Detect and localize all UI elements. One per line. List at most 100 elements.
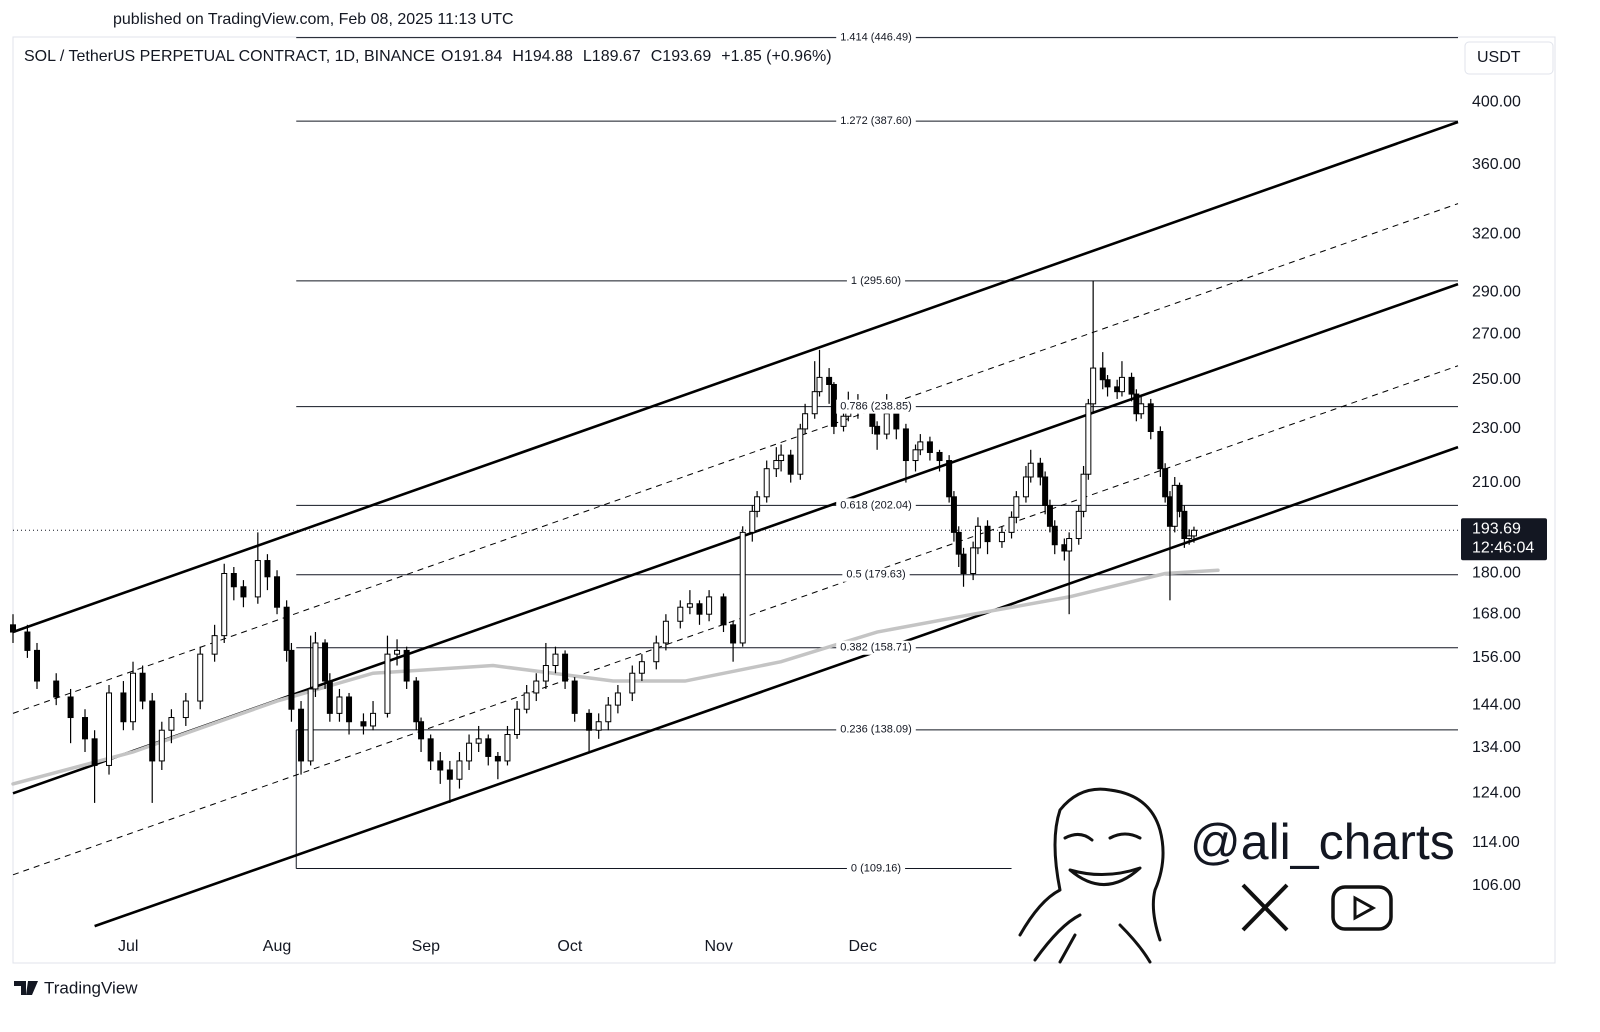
candle-body	[998, 531, 1005, 543]
fib-label: 0.618 (202.04)	[840, 499, 912, 511]
y-tick-label: 290.00	[1472, 283, 1521, 300]
candle-body	[1085, 403, 1092, 475]
candle-body	[1061, 544, 1068, 552]
candle-body	[158, 729, 165, 762]
frame	[12, 36, 1556, 964]
x-tick-label: Dec	[848, 938, 876, 955]
candle-body	[139, 672, 146, 702]
candle-body	[696, 603, 703, 615]
fib-label-bg	[846, 273, 906, 288]
candle-body	[1162, 468, 1169, 498]
candle-body	[773, 460, 780, 470]
candle-body	[370, 712, 377, 727]
candle-body	[754, 496, 761, 512]
candle-body	[149, 700, 156, 762]
candle-body	[504, 734, 511, 762]
candle-body	[984, 525, 991, 543]
candle-body	[902, 428, 909, 462]
candle-body	[816, 376, 823, 393]
candle-body	[811, 391, 818, 415]
fib-label: 1 (295.60)	[851, 275, 901, 287]
watermark: @ali_charts	[1190, 814, 1455, 870]
published-note: published on TradingView.com, Feb 08, 20…	[113, 11, 514, 28]
candle-body	[1051, 525, 1058, 546]
y-tick-label: 156.00	[1472, 649, 1521, 666]
candle-body	[322, 642, 329, 682]
candle-body	[970, 547, 977, 575]
candle-body	[456, 760, 463, 780]
candle-body	[1166, 496, 1173, 527]
candle-body	[595, 721, 602, 731]
candle-body	[1075, 510, 1082, 540]
y-tick-label: 106.00	[1472, 877, 1521, 894]
y-tick-label: 210.00	[1472, 474, 1521, 491]
candle-body	[360, 721, 367, 727]
candle-body	[427, 738, 434, 762]
candle-body	[1176, 484, 1183, 512]
y-tick-label: 250.00	[1472, 371, 1521, 388]
candle-body	[912, 449, 919, 462]
candle-body	[778, 454, 785, 462]
ohlc-legend: +1.85 (+0.96%)	[721, 48, 831, 65]
candle-body	[1186, 535, 1193, 540]
x-icon	[1241, 883, 1289, 932]
fib-label: 1.272 (387.60)	[840, 115, 912, 127]
candle-body	[230, 573, 237, 588]
y-tick-label: 360.00	[1472, 156, 1521, 173]
candle-body	[960, 553, 967, 575]
candle-body	[950, 496, 957, 533]
fib-label-bg	[836, 640, 916, 655]
candle-body	[749, 510, 756, 533]
y-tick-label: 134.00	[1472, 739, 1521, 756]
candle-body	[936, 451, 943, 462]
candle-body	[720, 596, 727, 626]
candle-body	[605, 704, 612, 723]
candle-body	[893, 413, 900, 430]
candle-body	[91, 738, 98, 766]
avatar-mouth	[1068, 866, 1142, 886]
candle-body	[307, 688, 314, 762]
fib-label: 0.236 (138.09)	[840, 724, 912, 736]
candle-body	[24, 631, 31, 651]
footer-brand: TradingView	[44, 978, 138, 997]
candle-body	[1114, 386, 1121, 393]
overlay: 1.414 (446.49) 1.272 (387.60) 1 (295.60) 0.…	[836, 30, 916, 876]
candle-body	[254, 560, 261, 598]
candle-body	[677, 606, 684, 622]
avatar-eyes	[1063, 832, 1142, 842]
x-tick-label: Oct	[557, 938, 582, 955]
y-tick-label: 144.00	[1472, 696, 1521, 713]
candle-body	[34, 649, 41, 682]
avatar	[1018, 787, 1165, 964]
candle-body	[384, 653, 391, 714]
candle-body	[614, 692, 621, 706]
candle-body	[763, 468, 770, 498]
fib-label-bg	[836, 722, 916, 737]
ohlc-legend: L189.67	[583, 48, 641, 65]
candle-body	[394, 649, 401, 655]
candle-body	[221, 573, 228, 637]
candle-body	[312, 642, 319, 690]
x-tick-label: Nov	[704, 938, 732, 955]
candle-body	[1008, 516, 1015, 533]
candle-body	[1066, 538, 1073, 552]
candle-body	[120, 692, 127, 723]
fib-label-bg	[836, 114, 916, 129]
candle-body	[1080, 473, 1087, 512]
fib-label-bg	[836, 498, 916, 513]
candle-body	[1013, 496, 1020, 518]
fib-label: 0 (109.16)	[851, 862, 901, 874]
candle-body	[1037, 462, 1044, 478]
currency-box	[1464, 41, 1554, 75]
candle-body	[197, 653, 204, 702]
candle-body	[494, 755, 501, 762]
candle-body	[82, 717, 89, 740]
candle-body	[840, 415, 847, 427]
last-price-label: 193.69	[1472, 520, 1521, 537]
candle-body	[413, 680, 420, 723]
candle-body	[274, 576, 281, 608]
y-tick-label: 400.00	[1472, 94, 1521, 111]
ohlc-legend: H194.88	[512, 48, 573, 65]
candle-body	[638, 661, 645, 674]
footer-logo	[14, 981, 38, 995]
